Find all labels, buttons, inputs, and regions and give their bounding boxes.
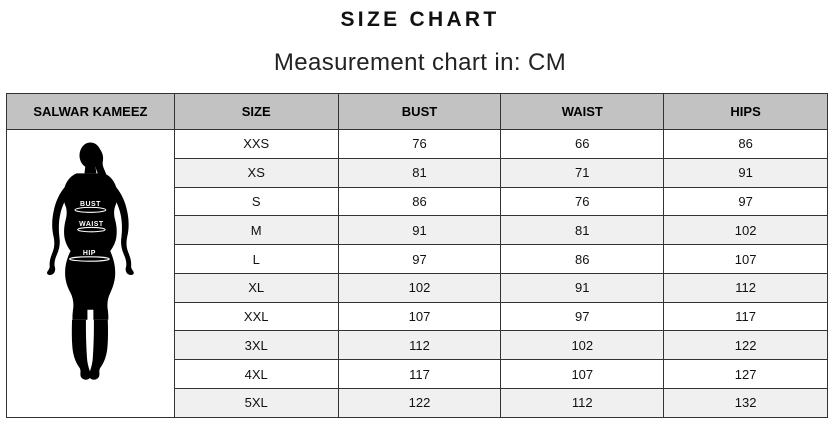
svg-text:HIP: HIP — [83, 250, 96, 257]
